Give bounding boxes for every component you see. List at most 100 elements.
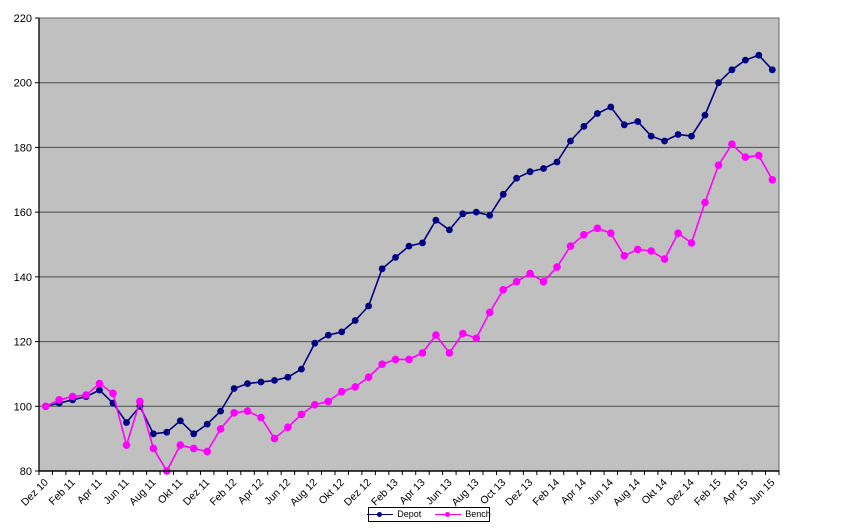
depot-point-19	[298, 365, 305, 373]
depot-point-49	[701, 111, 709, 119]
bench-point-25	[378, 360, 386, 369]
y-tick-label-180: 180	[14, 142, 32, 154]
x-tick-label-jun-14: Jun 14	[585, 477, 616, 508]
x-tick-label-aug-14: Aug 14	[611, 477, 643, 509]
depot-point-4	[96, 386, 103, 394]
depot-point-51	[728, 66, 736, 74]
bench-point-37	[539, 277, 548, 286]
bench-line-sample-icon	[435, 511, 462, 518]
bench-point-43	[620, 252, 629, 260]
depot-point-30	[446, 226, 453, 234]
bench-point-10	[176, 441, 185, 449]
chart-legend: Depot Bench	[367, 507, 491, 522]
bench-point-30	[445, 349, 454, 357]
x-tick-label-apr-11: Apr 11	[75, 477, 105, 507]
depot-point-11	[190, 430, 198, 438]
depot-point-6	[123, 419, 130, 426]
x-tick-label-feb-12: Feb 12	[208, 477, 240, 509]
depot-point-18	[284, 373, 292, 381]
depot-point-14	[230, 385, 238, 392]
depot-point-27	[405, 242, 413, 250]
bench-point-52	[741, 153, 750, 161]
depot-point-37	[540, 165, 547, 172]
bench-point-42	[607, 229, 615, 237]
depot-point-9	[163, 428, 171, 436]
depot-point-38	[553, 158, 561, 166]
depot-point-50	[715, 79, 722, 87]
depot-point-52	[742, 56, 749, 64]
depot-point-44	[634, 118, 642, 125]
bench-point-54	[768, 176, 777, 184]
bench-point-0	[41, 402, 50, 411]
bench-point-50	[714, 161, 723, 169]
depot-point-34	[499, 190, 507, 198]
bench-point-17	[270, 434, 279, 443]
bench-point-28	[418, 349, 427, 357]
x-tick-label-feb-13: Feb 13	[369, 477, 401, 509]
bench-point-49	[701, 198, 709, 207]
bench-point-32	[472, 334, 481, 343]
x-tick-label-dez-10: Dez 10	[19, 477, 51, 509]
depot-point-10	[176, 417, 184, 425]
y-tick-label-120: 120	[14, 337, 32, 349]
depot-point-35	[513, 174, 520, 182]
x-tick-label-apr-13: Apr 13	[397, 477, 427, 507]
bench-point-40	[580, 231, 588, 239]
bench-point-20	[311, 400, 319, 409]
x-tick-label-dez-11: Dez 11	[181, 477, 213, 509]
depot-point-45	[647, 132, 655, 140]
bench-point-18	[284, 423, 292, 432]
bench-point-47	[674, 229, 682, 237]
bench-point-1	[55, 396, 63, 404]
x-tick-label-okt-14: Okt 14	[639, 477, 669, 507]
depot-point-40	[580, 123, 588, 130]
depot-point-54	[768, 66, 776, 74]
depot-point-36	[526, 168, 534, 176]
depot-point-53	[755, 51, 763, 59]
legend-entry-depot: Depot	[367, 510, 421, 519]
depot-point-22	[338, 328, 346, 336]
depot-point-21	[324, 331, 332, 339]
x-tick-label-aug-12: Aug 12	[288, 477, 320, 509]
bench-point-39	[566, 242, 575, 250]
x-tick-label-okt-11: Okt 11	[156, 477, 186, 507]
x-tick-label-jun-12: Jun 12	[262, 477, 293, 508]
depot-line-sample-icon	[367, 511, 394, 518]
legend-label-depot: Depot	[397, 509, 422, 519]
depot-point-25	[378, 265, 386, 273]
x-tick-label-feb-11: Feb 11	[47, 477, 78, 508]
depot-point-47	[674, 131, 682, 138]
bench-point-45	[647, 247, 655, 255]
depot-point-26	[392, 254, 399, 261]
depot-point-15	[244, 380, 251, 387]
bench-point-21	[324, 397, 333, 406]
x-tick-label-apr-14: Apr 14	[559, 477, 589, 507]
x-tick-label-apr-15: Apr 15	[720, 477, 750, 507]
legend-label-bench: Bench	[465, 509, 491, 519]
depot-point-42	[607, 103, 615, 111]
bench-point-19	[297, 410, 306, 419]
bench-point-2	[68, 392, 77, 401]
y-tick-label-220: 220	[14, 13, 32, 25]
depot-point-28	[419, 239, 426, 247]
bench-point-34	[499, 286, 508, 294]
x-tick-label-feb-15: Feb 15	[692, 477, 724, 509]
depot-point-23	[351, 317, 359, 324]
x-tick-label-okt-12: Okt 12	[316, 477, 346, 507]
y-tick-label-80: 80	[20, 466, 32, 478]
bench-point-31	[459, 329, 467, 338]
x-tick-label-dez-13: Dez 13	[503, 477, 535, 509]
depot-point-41	[594, 110, 601, 117]
x-tick-label-dez-14: Dez 14	[665, 477, 697, 509]
x-tick-label-aug-11: Aug 11	[127, 477, 159, 509]
y-tick-label-140: 140	[14, 272, 32, 284]
bench-point-13	[216, 425, 225, 433]
bench-point-7	[136, 397, 144, 406]
bench-point-27	[405, 355, 413, 364]
x-tick-label-aug-13: Aug 13	[449, 477, 481, 509]
bench-point-4	[95, 379, 104, 388]
y-tick-label-100: 100	[14, 401, 32, 413]
bench-point-8	[149, 444, 158, 453]
